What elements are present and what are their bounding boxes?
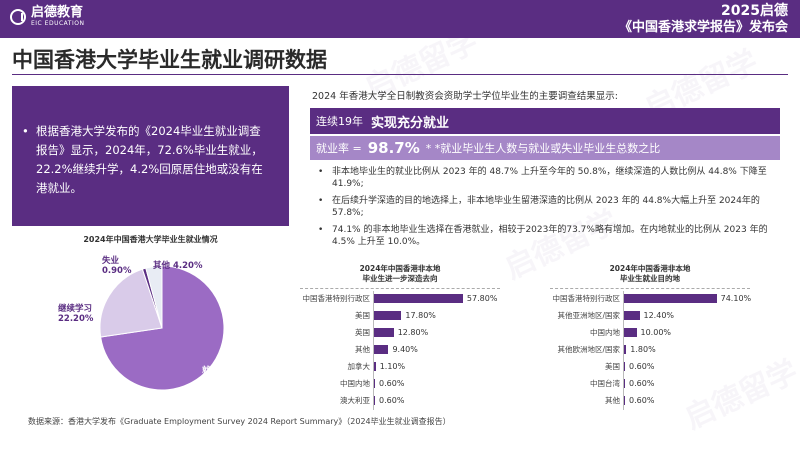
event-name: 《中国香港求学报告》发布会 xyxy=(618,20,788,35)
summary-bullet: 根据香港大学发布的《2024毕业生就业调查报告》显示，2024年，72.6%毕业… xyxy=(22,122,268,198)
employment-destination-category-label: 中国台湾 xyxy=(590,379,620,388)
employment-destination-category-label: 其他欧洲地区/国家 xyxy=(557,345,620,354)
employment-destination-value-label: 74.10% xyxy=(720,294,752,303)
study-destination-category-label: 美国 xyxy=(355,311,370,320)
employment-destination-axis xyxy=(623,291,624,410)
chart-divider xyxy=(550,288,750,289)
pie-slice-further-study xyxy=(99,268,163,338)
logo-text: 启德教育 xyxy=(31,5,84,20)
study-destination-value-label: 0.60% xyxy=(379,379,405,388)
employment-destination-bar xyxy=(624,345,627,354)
pie-chart-title: 2024年中国香港大学毕业生就业情况 xyxy=(83,235,218,244)
findings-list: 非本地毕业生的就业比例从 2023 年的 48.7% 上升至今年的 50.8%，… xyxy=(316,166,780,253)
employment-destination-bar xyxy=(624,294,717,303)
study-destination-value-label: 0.60% xyxy=(379,396,405,405)
employment-destination-value-label: 0.60% xyxy=(629,396,655,405)
employment-destination-value-label: 1.80% xyxy=(630,345,656,354)
finding-item: 非本地毕业生的就业比例从 2023 年的 48.7% 上升至今年的 50.8%，… xyxy=(316,166,780,190)
employment-destination-title: 2024年中国香港非本地 毕业生就业目的地 xyxy=(609,264,691,283)
employment-rate-value: 98.7% xyxy=(367,139,420,157)
highlight-employment-rate: 就业率 = 98.7% * *就业毕业生人数与就业或失业毕业生总数之比 xyxy=(310,136,780,160)
employment-destination-bar xyxy=(624,328,637,337)
employment-destination-bar xyxy=(624,362,625,371)
study-destination-bar xyxy=(374,379,375,388)
employment-destination-value-label: 10.00% xyxy=(640,328,672,337)
highlight-full-employment-text: 实现充分就业 xyxy=(371,115,450,131)
pie-label-employed: 就业 72.60% xyxy=(202,366,238,386)
study-destination-bar xyxy=(374,345,389,354)
chart-divider xyxy=(300,288,500,289)
employment-destination-value-label: 0.60% xyxy=(629,362,655,371)
brand-logo: 启德教育 EIC EDUCATION xyxy=(10,6,84,28)
study-destination-category-label: 其他 xyxy=(355,345,370,354)
top-bar: 启德教育 EIC EDUCATION 2025启德 《中国香港求学报告》发布会 xyxy=(0,0,800,38)
employment-destination-category-label: 中国香港特别行政区 xyxy=(552,294,621,303)
highlight-full-employment: 连续19年 实现充分就业 xyxy=(310,108,780,134)
employment-destination-value-label: 12.40% xyxy=(643,311,675,320)
employment-rate-label: 就业率 = xyxy=(316,142,362,155)
study-destination-value-label: 17.80% xyxy=(405,311,436,320)
employment-destination-chart: 2024年中国香港非本地 毕业生就业目的地 中国香港特别行政区 74.10% 其他亚洲… xyxy=(540,264,760,410)
employment-destination-bar xyxy=(624,379,625,388)
study-destination-bar xyxy=(374,311,402,320)
employment-destination-category-label: 其他 xyxy=(605,396,620,405)
event-year: 2025启德 xyxy=(721,3,788,19)
study-destination-value-label: 12.80% xyxy=(397,328,429,337)
employment-destination-category-label: 其他亚洲地区/国家 xyxy=(557,311,620,320)
study-destination-value-label: 1.10% xyxy=(379,362,406,371)
employment-destination-bar xyxy=(624,311,640,320)
pie-chart xyxy=(99,265,225,391)
data-source: 数据来源：香港大学发布《Graduate Employment Survey 2… xyxy=(28,417,451,426)
employment-destination-value-label: 0.60% xyxy=(629,379,655,388)
event-title: 2025启德 《中国香港求学报告》发布会 xyxy=(619,3,788,36)
employment-destination-bar xyxy=(624,396,625,405)
employment-destination-category-label: 中国内地 xyxy=(590,328,620,337)
study-destination-category-label: 加拿大 xyxy=(347,362,371,371)
page-title: 中国香港大学毕业生就业调研数据 xyxy=(12,48,327,72)
logo-subtext: EIC EDUCATION xyxy=(31,20,85,27)
study-destination-bar xyxy=(374,362,376,371)
study-destination-axis xyxy=(373,291,374,410)
study-destination-bar xyxy=(374,396,375,405)
finding-item: 74.1% 的非本地毕业生选择在香港就业，相较于2023年的73.7%略有增加。… xyxy=(316,224,780,248)
study-destination-title: 2024年中国香港非本地 毕业生进一步深造去向 xyxy=(359,264,441,283)
summary-panel: 根据香港大学发布的《2024毕业生就业调查报告》显示，2024年，72.6%毕业… xyxy=(12,86,289,406)
logo-icon xyxy=(10,9,26,25)
study-destination-chart: 2024年中国香港非本地 毕业生进一步深造去向 中国香港特别行政区 57.80% 美国… xyxy=(290,264,510,410)
finding-item: 在后续升学深造的目的地选择上，非本地毕业生留港深造的比例从 2023 年的 44… xyxy=(316,195,780,219)
employment-destination-category-label: 美国 xyxy=(605,362,620,371)
survey-note: 2024 年香港大学全日制教资会资助学士学位毕业生的主要调查结果显示: xyxy=(312,91,618,102)
pie-label-unemployed: 失业 0.90% xyxy=(102,256,132,276)
study-destination-bar xyxy=(374,328,394,337)
highlight-years: 连续19年 xyxy=(316,115,363,128)
pie-label-other: 其他 4.20% xyxy=(153,261,203,271)
study-destination-category-label: 中国内地 xyxy=(340,379,370,388)
study-destination-value-label: 9.40% xyxy=(392,345,418,354)
study-destination-category-label: 中国香港特别行政区 xyxy=(302,294,371,303)
study-destination-value-label: 57.80% xyxy=(466,294,498,303)
study-destination-category-label: 英国 xyxy=(355,328,370,337)
employment-rate-note: * *就业毕业生人数与就业或失业毕业生总数之比 xyxy=(425,142,661,155)
pie-label-further-study: 继续学习 22.20% xyxy=(58,304,94,324)
pie-chart-card: 2024年中国香港大学毕业生就业情况 失业 0.90% 其他 4.20% 继续学习… xyxy=(12,226,289,406)
title-divider xyxy=(12,74,788,75)
study-destination-category-label: 澳大利亚 xyxy=(340,396,370,405)
study-destination-bar xyxy=(374,294,463,303)
pie-slice-other xyxy=(145,265,163,329)
